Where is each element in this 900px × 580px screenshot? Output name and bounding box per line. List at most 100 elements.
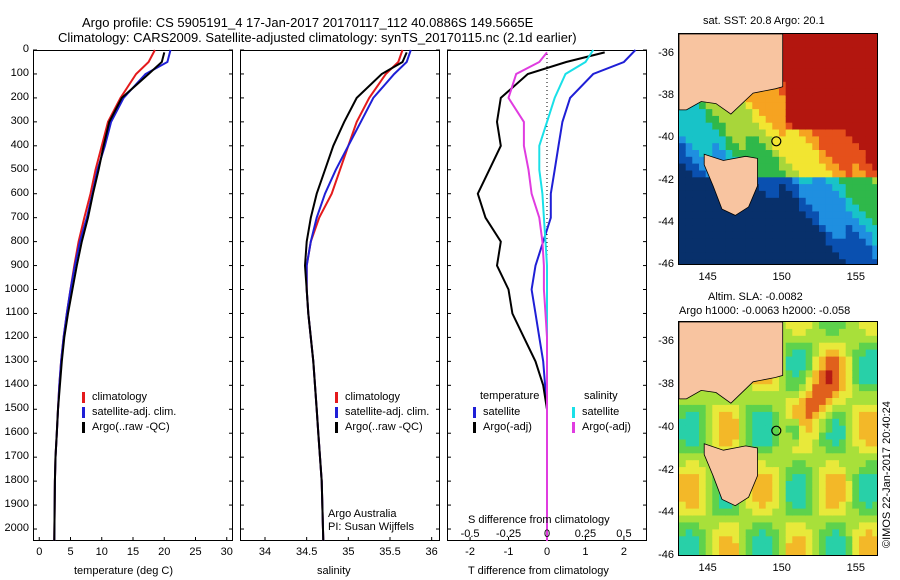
field-cell xyxy=(872,356,877,365)
field-cell xyxy=(705,508,713,517)
field-cell xyxy=(799,156,807,165)
field-cell xyxy=(692,177,700,185)
field-cell xyxy=(859,550,867,555)
field-cell xyxy=(759,411,767,420)
field-cell xyxy=(712,231,720,240)
field-cell xyxy=(819,259,827,264)
field-cell xyxy=(765,432,773,441)
field-cell xyxy=(872,543,877,551)
field-cell xyxy=(779,411,787,420)
field-cell xyxy=(705,245,713,253)
field-cell xyxy=(799,432,807,441)
field-cell xyxy=(859,349,867,358)
field-cell xyxy=(872,61,877,69)
field-cell xyxy=(705,404,713,413)
field-cell xyxy=(819,328,827,337)
field-cell xyxy=(865,487,873,496)
field-cell xyxy=(772,432,780,441)
field-cell xyxy=(825,245,833,253)
field-cell xyxy=(685,150,693,158)
field-cell xyxy=(692,122,700,131)
field-cell xyxy=(812,487,820,496)
field-cell xyxy=(872,494,877,503)
field-cell xyxy=(685,508,693,517)
field-cell xyxy=(679,136,687,144)
field-cell xyxy=(865,425,873,434)
field-cell xyxy=(845,494,853,503)
field-cell xyxy=(845,501,853,510)
field-cell xyxy=(859,515,867,523)
field-cell xyxy=(692,391,700,399)
field-cell xyxy=(839,460,847,468)
field-cell xyxy=(832,349,840,358)
field-cell xyxy=(759,245,767,253)
field-cell xyxy=(819,481,827,489)
field-cell xyxy=(719,432,727,441)
field-cell xyxy=(845,211,853,219)
field-cell xyxy=(732,550,740,555)
x-tick-label: -1 xyxy=(503,546,514,558)
field-cell xyxy=(799,342,807,351)
field-cell xyxy=(779,218,787,226)
field-cell xyxy=(799,439,807,447)
field-cell xyxy=(805,88,813,96)
field-cell xyxy=(839,40,847,49)
field-cell xyxy=(819,197,827,206)
field-cell xyxy=(859,391,867,399)
field-cell xyxy=(692,508,700,517)
field-cell xyxy=(699,122,707,131)
field-cell xyxy=(812,122,820,131)
field-cell xyxy=(845,349,853,358)
field-cell xyxy=(872,115,877,124)
field-cell xyxy=(852,109,860,117)
field-cell xyxy=(819,225,827,233)
field-cell xyxy=(839,218,847,226)
field-cell xyxy=(712,439,720,447)
field-cell xyxy=(679,184,687,192)
field-cell xyxy=(865,418,873,427)
depth-tick-label: 1800 xyxy=(4,474,29,487)
field-cell xyxy=(819,163,827,171)
field-cell xyxy=(819,418,827,427)
field-cell xyxy=(719,211,727,219)
field-cell xyxy=(839,34,847,42)
field-cell xyxy=(792,322,800,330)
field-cell xyxy=(812,34,820,42)
map-x-tick-label: 145 xyxy=(698,562,717,574)
field-cell xyxy=(705,211,713,219)
field-cell xyxy=(865,404,873,413)
field-cell xyxy=(679,204,687,212)
field-cell xyxy=(812,143,820,151)
field-cell xyxy=(685,515,693,523)
field-cell xyxy=(852,238,860,247)
field-cell xyxy=(779,536,787,544)
field-cell xyxy=(785,231,793,240)
field-cell xyxy=(732,150,740,158)
field-cell xyxy=(759,467,767,475)
field-cell xyxy=(692,494,700,503)
field-cell xyxy=(805,170,813,178)
field-cell xyxy=(719,238,727,247)
field-cell xyxy=(845,136,853,144)
field-cell xyxy=(705,177,713,185)
field-cell xyxy=(819,129,827,137)
field-cell xyxy=(759,418,767,427)
field-cell xyxy=(685,259,693,264)
field-cell xyxy=(799,384,807,392)
field-cell xyxy=(745,494,753,503)
field-cell xyxy=(812,109,820,117)
field-cell xyxy=(865,439,873,447)
field-cell xyxy=(845,550,853,555)
field-cell xyxy=(825,494,833,503)
field-cell xyxy=(679,398,687,406)
field-cell xyxy=(785,446,793,454)
legend-t-argo-label: Argo(-adj) xyxy=(483,421,532,433)
field-cell xyxy=(792,529,800,537)
field-cell xyxy=(719,245,727,253)
field-cell xyxy=(812,40,820,49)
field-cell xyxy=(839,494,847,503)
x-tick-label: 30 xyxy=(220,546,233,558)
field-cell xyxy=(685,129,693,137)
field-cell xyxy=(819,177,827,185)
field-cell xyxy=(812,474,820,482)
